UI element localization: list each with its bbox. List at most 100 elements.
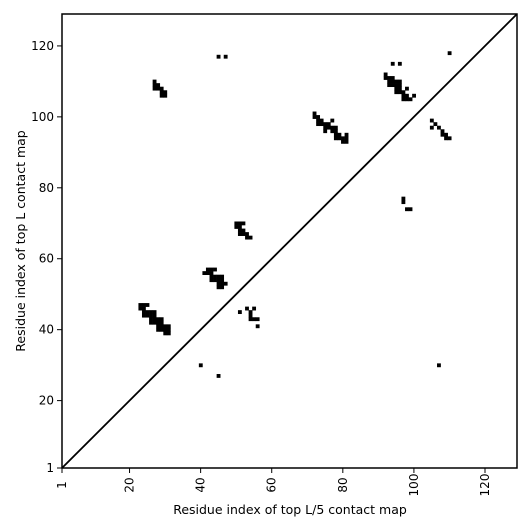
contact-cell bbox=[344, 132, 349, 137]
contact-cell bbox=[440, 129, 445, 134]
contact-cell bbox=[220, 285, 225, 290]
contact-cell bbox=[216, 285, 221, 290]
contact-cell bbox=[241, 221, 246, 226]
contact-cell bbox=[141, 306, 146, 311]
contact-cell bbox=[390, 61, 395, 66]
contact-cell bbox=[255, 324, 260, 329]
contact-cell bbox=[198, 363, 203, 368]
contact-cell bbox=[209, 274, 214, 279]
contact-cell bbox=[248, 313, 253, 318]
contact-cell bbox=[141, 303, 146, 307]
contact-cell bbox=[394, 86, 399, 91]
diagonal-line bbox=[61, 13, 518, 469]
contact-cell bbox=[159, 324, 164, 329]
contact-cell bbox=[163, 90, 168, 95]
y-tick-label: 120 bbox=[31, 39, 54, 53]
contact-cell bbox=[138, 306, 143, 311]
contact-cell bbox=[323, 122, 328, 127]
contact-cell bbox=[447, 51, 452, 56]
contact-cell bbox=[429, 125, 434, 130]
contact-cell bbox=[152, 83, 157, 88]
y-tick-label: 80 bbox=[39, 181, 54, 195]
contact-cell bbox=[408, 97, 413, 102]
contact-cell bbox=[209, 271, 214, 275]
contact-cell bbox=[330, 129, 335, 134]
contact-cell bbox=[394, 90, 399, 95]
x-tick-label: 80 bbox=[336, 477, 350, 492]
contact-cell bbox=[401, 200, 406, 205]
contact-cells bbox=[138, 51, 452, 378]
contact-cell bbox=[216, 281, 221, 286]
contact-cell bbox=[166, 324, 171, 329]
contact-cell bbox=[216, 54, 221, 59]
contact-cell bbox=[156, 83, 161, 88]
contact-cell bbox=[337, 132, 342, 137]
contact-cell bbox=[213, 267, 217, 272]
contact-cell bbox=[163, 331, 168, 336]
contact-cell bbox=[159, 93, 164, 98]
contact-cell bbox=[245, 232, 249, 236]
contact-cell bbox=[152, 320, 157, 325]
contact-cell bbox=[330, 118, 335, 123]
contact-cell bbox=[220, 281, 225, 286]
contact-cell bbox=[156, 327, 161, 332]
contact-cell bbox=[149, 320, 153, 325]
contact-cell bbox=[159, 86, 164, 91]
contact-cell bbox=[341, 139, 345, 144]
contact-cell bbox=[163, 327, 168, 332]
x-tick-label: 20 bbox=[123, 477, 137, 492]
contact-cell bbox=[429, 118, 434, 123]
contact-cell bbox=[156, 320, 161, 325]
contact-cell bbox=[397, 86, 402, 91]
contact-cell bbox=[405, 207, 409, 212]
contact-cell bbox=[401, 97, 406, 102]
contact-cell bbox=[333, 129, 338, 134]
contact-cell bbox=[316, 115, 321, 119]
contact-cell bbox=[141, 313, 146, 318]
contact-cell bbox=[152, 317, 157, 322]
contact-cell bbox=[138, 303, 143, 307]
plot-frame bbox=[61, 13, 518, 469]
contact-cell bbox=[326, 122, 331, 127]
contact-cell bbox=[437, 363, 441, 368]
y-tick-label: 40 bbox=[39, 323, 54, 337]
contact-cell bbox=[223, 281, 228, 286]
contact-cell bbox=[383, 72, 388, 77]
contact-cell bbox=[241, 228, 246, 233]
x-tick-label: 60 bbox=[265, 477, 279, 492]
y-tick-label: 60 bbox=[39, 252, 54, 266]
contact-cell bbox=[237, 232, 242, 236]
contact-cell bbox=[390, 79, 395, 84]
contact-cell bbox=[234, 225, 239, 229]
x-tick-label: 120 bbox=[478, 474, 492, 497]
contact-cell bbox=[152, 310, 157, 315]
contact-cell bbox=[149, 310, 153, 315]
contact-cell bbox=[401, 90, 406, 95]
contact-cell bbox=[330, 125, 335, 130]
contact-cell bbox=[213, 278, 217, 283]
x-axis-label: Residue index of top L/5 contact map bbox=[173, 502, 407, 517]
contact-cell bbox=[316, 122, 321, 127]
y-axis-label: Residue index of top L contact map bbox=[13, 130, 28, 351]
x-tick-label: 100 bbox=[407, 474, 421, 497]
contact-cell bbox=[245, 235, 249, 240]
contact-cell bbox=[145, 303, 150, 307]
contact-cell bbox=[216, 274, 221, 279]
contact-cell bbox=[323, 125, 328, 130]
contact-cell bbox=[394, 79, 399, 84]
contact-cell bbox=[319, 118, 324, 123]
contact-cell bbox=[205, 271, 210, 275]
contact-cell bbox=[152, 313, 157, 318]
contact-cell bbox=[220, 278, 225, 283]
contact-cell bbox=[440, 132, 445, 137]
contact-cell bbox=[145, 310, 150, 315]
x-tick-label: 1 bbox=[55, 481, 69, 489]
contact-cell bbox=[205, 267, 210, 272]
contact-cell bbox=[209, 267, 214, 272]
contact-cell bbox=[333, 136, 338, 141]
x-axis-ticks: 1 20 40 60 80 100 120 bbox=[55, 468, 492, 496]
contact-cell bbox=[337, 136, 342, 141]
contact-cell bbox=[323, 129, 328, 134]
contact-cell bbox=[159, 327, 164, 332]
